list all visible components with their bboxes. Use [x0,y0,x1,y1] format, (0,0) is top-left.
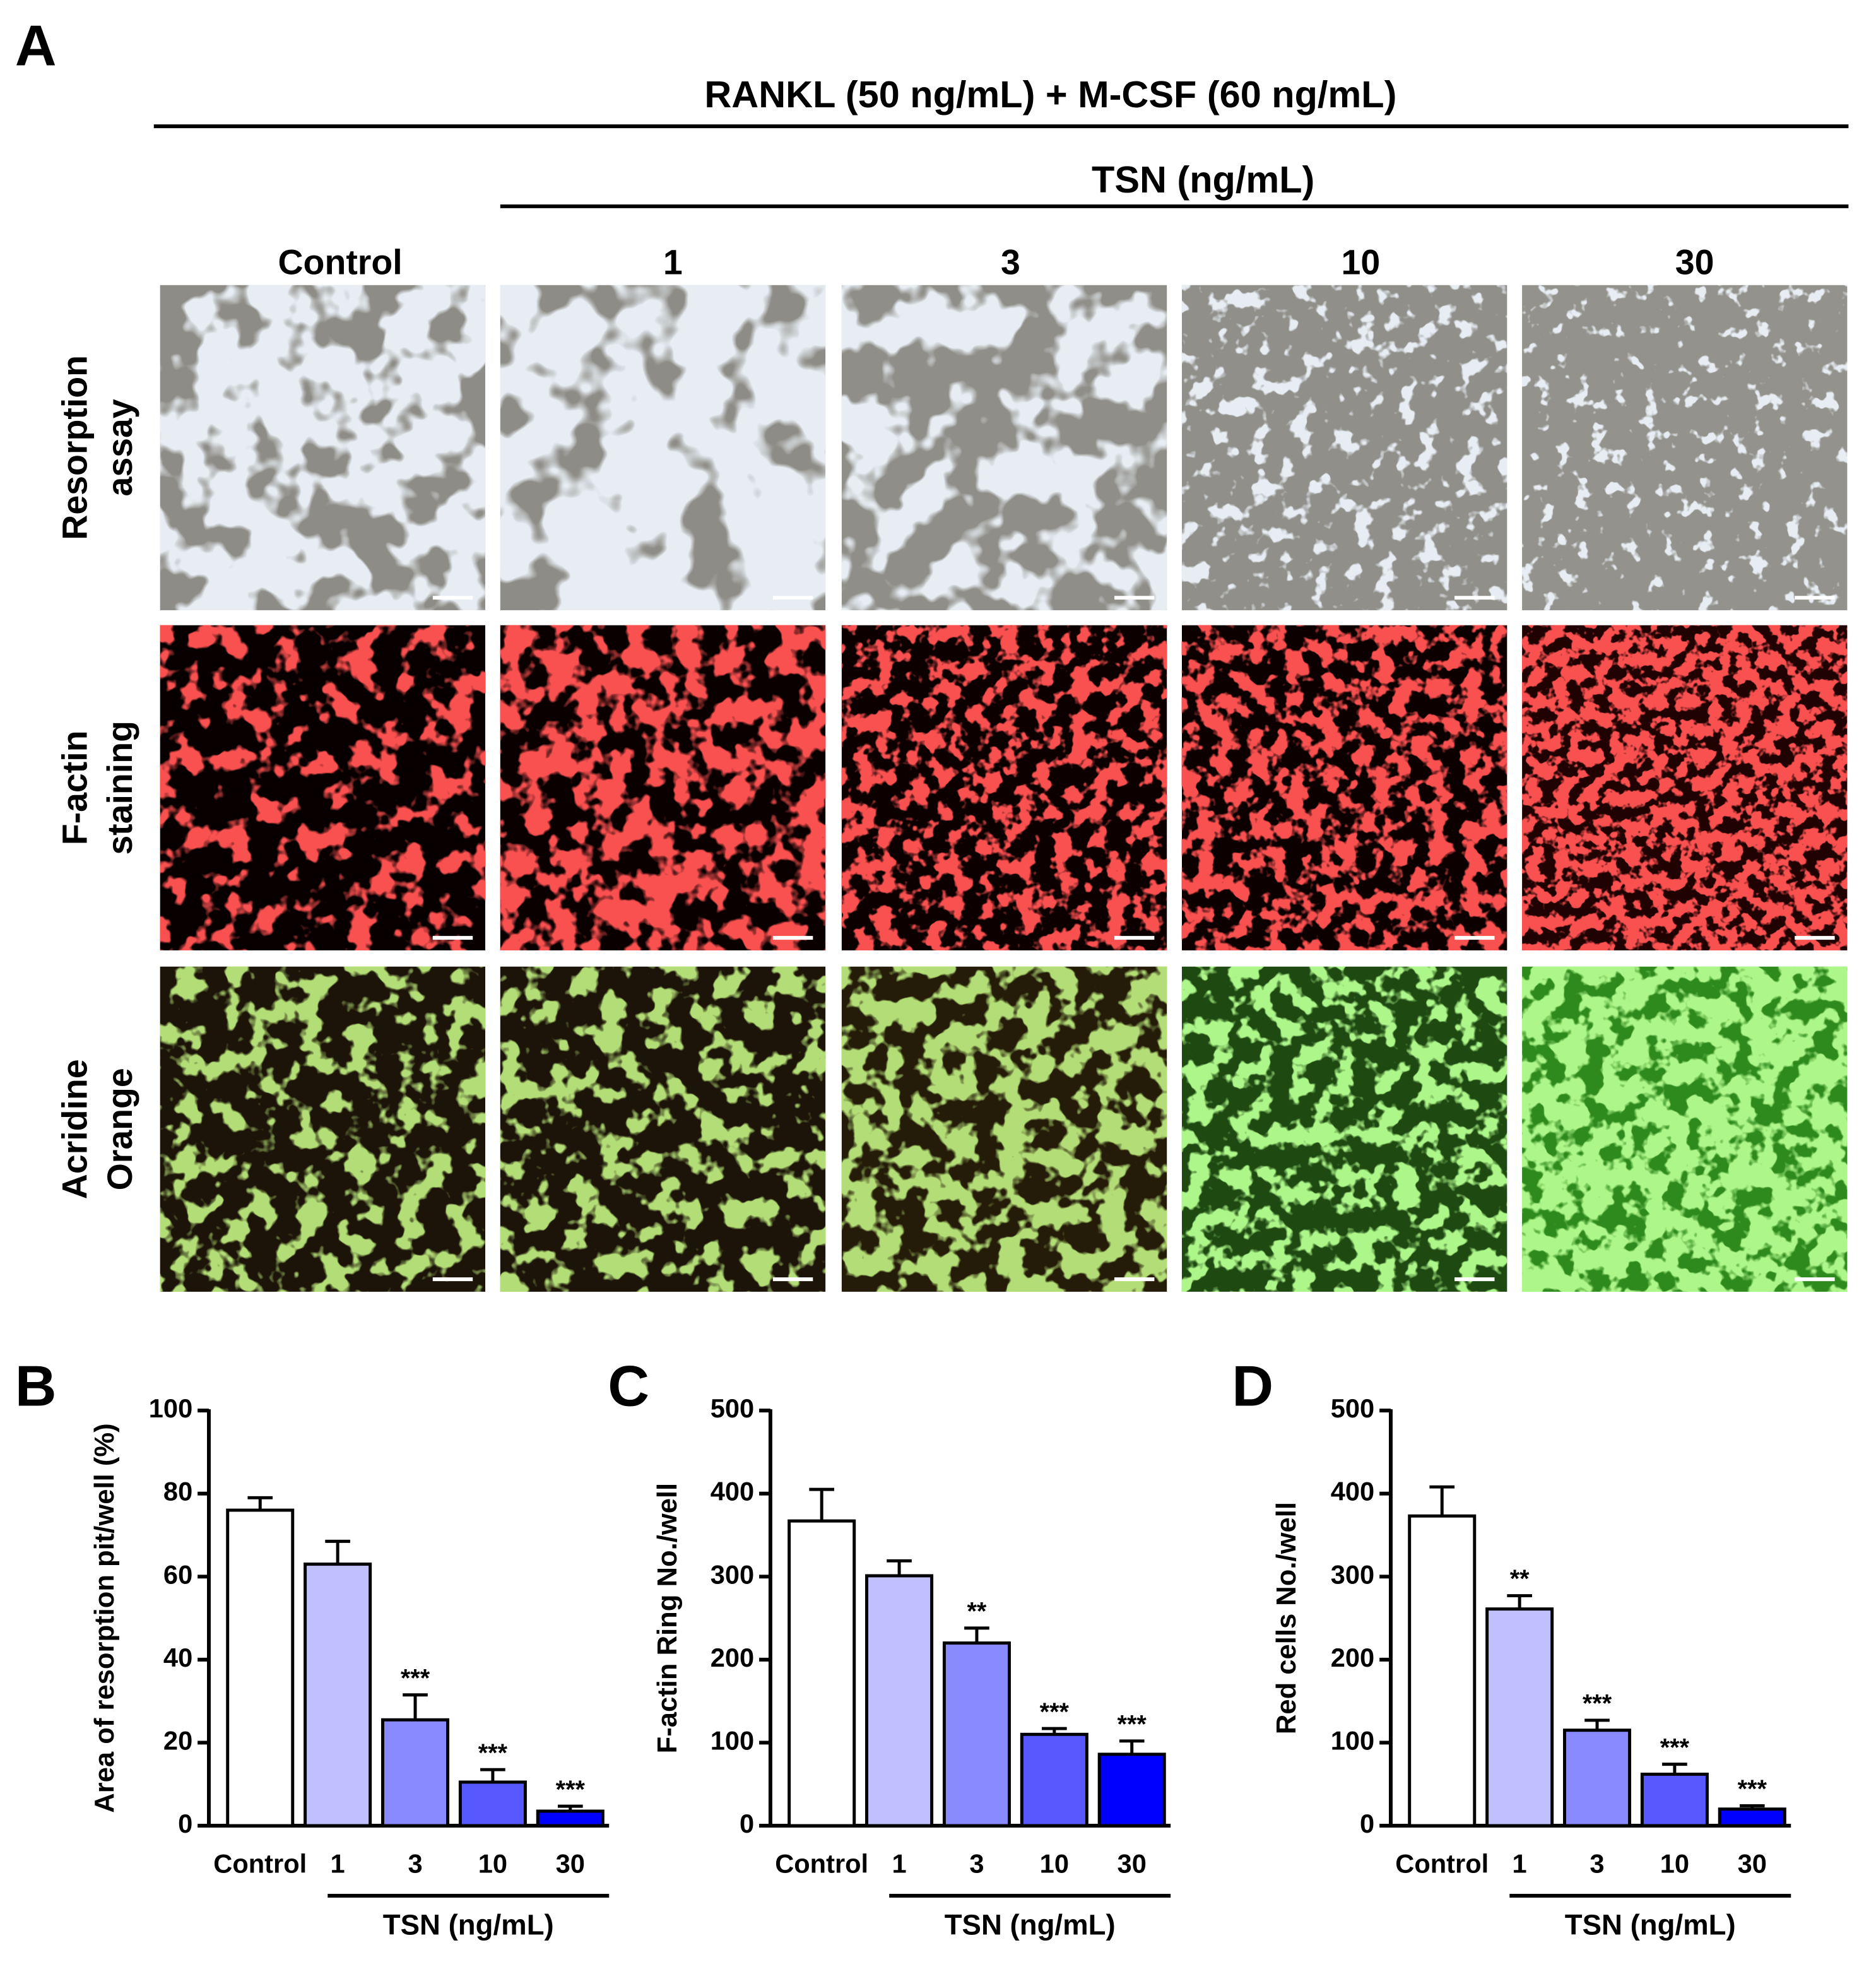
significance-label: ** [967,1598,987,1626]
bar [226,1508,295,1828]
x-tick-label: 30 [556,1848,585,1878]
bar [1563,1729,1632,1828]
bar [1020,1732,1088,1828]
y-tick-label: 0 [178,1809,192,1838]
panel-subtitle: TSN (ng/mL) [1092,158,1314,201]
y-tick-label: 40 [163,1643,192,1672]
row-label: Orange [100,1068,139,1190]
significance-label: *** [556,1776,586,1804]
column-label: 30 [1675,243,1714,282]
bar [1718,1807,1786,1828]
y-tick-label: 400 [1331,1477,1374,1506]
x-tick-label: 10 [478,1848,507,1878]
bar [942,1641,1011,1828]
micrograph-texture [500,285,826,610]
x-tick-label: 30 [1738,1848,1767,1878]
y-axis-label: Red cells No./well [1271,1502,1302,1734]
y-axis-label: Area of resorption pit/well (%) [90,1423,120,1812]
bar [865,1574,934,1828]
bar [1640,1772,1709,1828]
x-tick-label: 1 [331,1848,345,1878]
panel-title: RANKL (50 ng/mL) + M-CSF (60 ng/mL) [704,73,1396,115]
significance-label: *** [1583,1690,1612,1718]
micrograph-texture [500,966,826,1292]
y-tick-label: 400 [711,1477,754,1506]
bar [1097,1752,1166,1828]
y-tick-label: 500 [1331,1393,1374,1423]
y-tick-label: 300 [1331,1559,1374,1589]
group-label: TSN (ng/mL) [1565,1909,1736,1941]
panel-label: A [15,13,57,78]
micrograph-texture [1522,966,1848,1292]
significance-label: *** [401,1664,430,1692]
x-tick-label: 1 [892,1848,906,1878]
y-tick-label: 0 [740,1809,754,1838]
x-tick-label: 3 [408,1848,422,1878]
y-tick-label: 300 [711,1559,754,1589]
significance-label: *** [1040,1698,1070,1726]
x-tick-label: Control [1395,1848,1489,1878]
x-tick-label: 1 [1513,1848,1527,1878]
column-label: Control [278,243,402,282]
row-label: staining [100,721,139,855]
row-label: Resorption [56,355,95,540]
micrograph-texture [160,625,486,950]
bar [381,1718,450,1828]
bar [536,1809,605,1828]
group-label: TSN (ng/mL) [945,1909,1116,1941]
bar [1485,1607,1554,1828]
significance-label: ** [1510,1565,1530,1593]
micrograph-texture [1181,285,1507,610]
x-tick-label: 30 [1118,1848,1147,1878]
row-label: assay [100,399,139,496]
y-tick-label: 60 [163,1559,192,1589]
row-label: F-actin [56,730,95,845]
micrograph-texture [841,625,1167,950]
panel-label: C [608,1354,649,1419]
row-label: Acridine [56,1059,95,1199]
bar [458,1780,527,1828]
x-tick-label: 3 [969,1848,984,1878]
panel-label: B [15,1354,57,1419]
y-tick-label: 20 [163,1725,192,1755]
bar [788,1519,856,1828]
x-tick-label: 10 [1660,1848,1689,1878]
bar [304,1563,372,1828]
y-axis-label: F-actin Ring No./well [652,1483,683,1753]
x-tick-label: 10 [1040,1848,1069,1878]
micrograph-texture [841,285,1167,610]
bar [1408,1514,1477,1828]
y-tick-label: 80 [163,1477,192,1506]
x-tick-label: Control [775,1848,868,1878]
micrograph-texture [1181,966,1507,1292]
micrograph-texture [160,966,486,1292]
significance-label: *** [478,1739,508,1767]
micrograph-texture [160,285,486,610]
y-tick-label: 100 [149,1393,192,1423]
micrograph-texture [500,625,826,950]
group-label: TSN (ng/mL) [383,1909,554,1941]
x-tick-label: Control [213,1848,307,1878]
micrograph-texture [841,966,1167,1292]
y-tick-label: 0 [1360,1809,1374,1838]
significance-label: *** [1660,1734,1690,1761]
panel-label: D [1232,1354,1273,1419]
significance-label: *** [1738,1775,1767,1803]
significance-label: *** [1118,1711,1147,1739]
y-tick-label: 200 [1331,1643,1374,1672]
column-label: 3 [1001,243,1020,282]
y-tick-label: 500 [711,1393,754,1423]
column-label: 1 [663,243,683,282]
y-tick-label: 100 [1331,1725,1374,1755]
micrograph-texture [1522,285,1848,610]
y-tick-label: 100 [711,1725,754,1755]
micrograph-texture [1522,625,1848,950]
y-tick-label: 200 [711,1643,754,1672]
micrograph-texture [1181,625,1507,950]
column-label: 10 [1342,243,1381,282]
x-tick-label: 3 [1590,1848,1604,1878]
